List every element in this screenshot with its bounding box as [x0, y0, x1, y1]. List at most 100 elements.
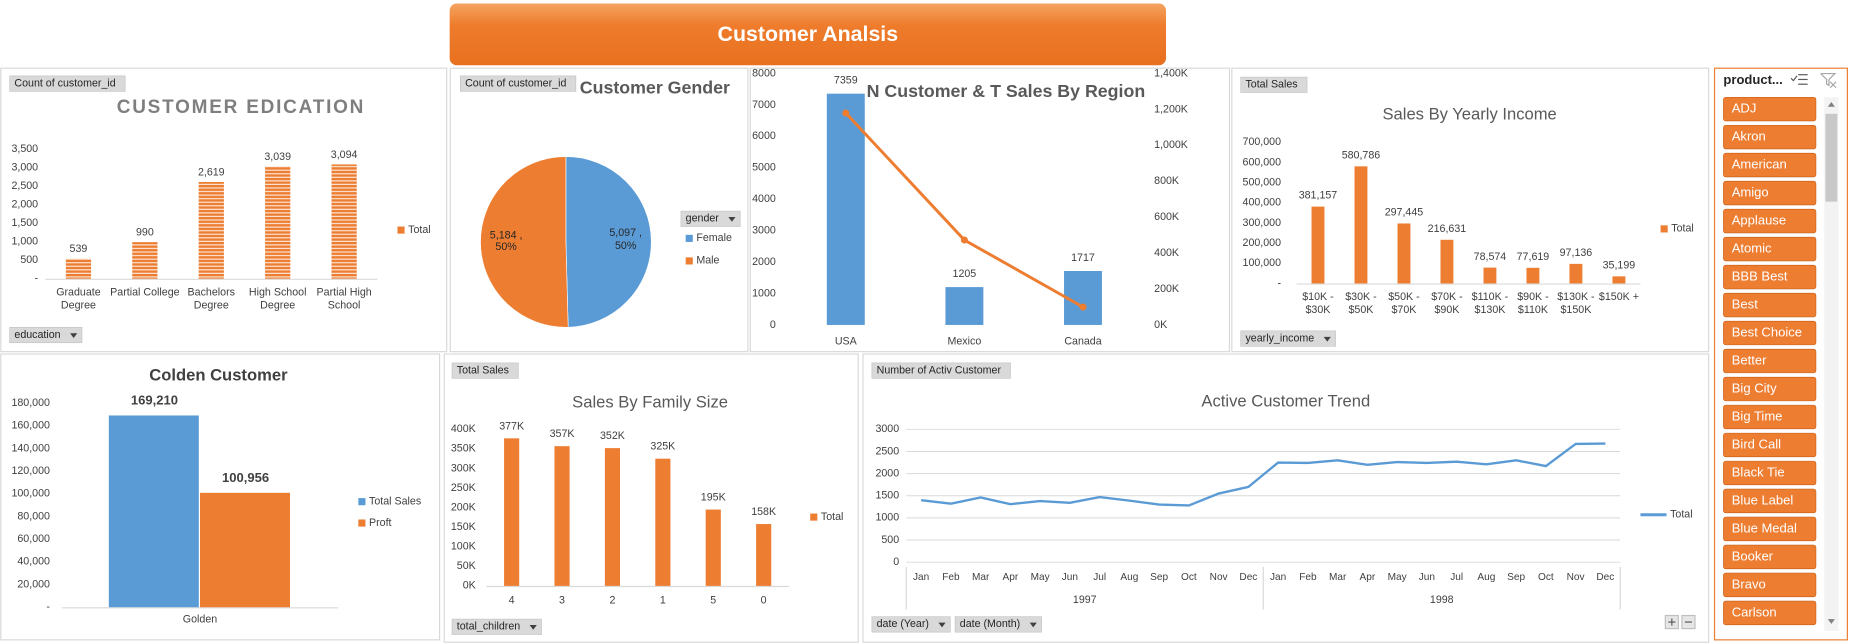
slicer-item[interactable] — [1723, 320, 1817, 346]
slicer-item-label[interactable]: Big City — [1732, 380, 1777, 395]
panel — [0, 67, 448, 353]
slicer-item[interactable] — [1723, 236, 1817, 262]
slicer-item-label[interactable]: American — [1732, 157, 1787, 172]
scroll-down[interactable] — [1827, 619, 1835, 624]
category-label: 0 — [760, 594, 767, 607]
slicer-item-label[interactable]: Better — [1732, 352, 1767, 367]
scroll-thumb[interactable] — [1825, 113, 1838, 202]
chart-title: N Customer & T Sales By Region — [867, 81, 1146, 101]
slicer-item-label[interactable]: Amigo — [1732, 185, 1769, 200]
x-tick-label: Apr — [1360, 572, 1376, 583]
data-label: 5,097 , 50% — [609, 226, 642, 252]
slicer-item-label[interactable]: Best — [1732, 296, 1758, 311]
slicer-item-label[interactable]: Blue Label — [1732, 492, 1794, 507]
filter-button[interactable]: date (Month) — [960, 618, 1020, 630]
category-label: $130K - $150K — [1557, 291, 1594, 316]
filter-button[interactable]: yearly_income — [1245, 332, 1314, 344]
clear-filter-icon[interactable] — [1820, 72, 1837, 89]
slicer-item[interactable] — [1723, 180, 1817, 206]
slicer-item-label[interactable]: Atomic — [1732, 240, 1772, 255]
filter-button-bg[interactable] — [9, 327, 83, 344]
field-button: Count of customer_id — [14, 77, 115, 89]
category-label: $150K + — [1599, 291, 1639, 303]
slicer-item[interactable] — [1723, 208, 1817, 234]
panel — [0, 353, 441, 641]
slicer-item-label[interactable]: BBB Best — [1732, 268, 1788, 283]
slicer-item-label[interactable]: Bird Call — [1732, 436, 1781, 451]
slicer-item[interactable] — [1723, 600, 1817, 626]
bar — [265, 166, 291, 279]
bar — [945, 287, 984, 325]
scroll-up[interactable] — [1827, 101, 1835, 107]
slicer-item-label[interactable]: Blue Medal — [1732, 520, 1797, 535]
slicer-item-label[interactable]: Big Time — [1732, 408, 1783, 423]
slicer-item[interactable] — [1723, 572, 1817, 598]
category-label: $10K - $30K — [1302, 290, 1334, 316]
slicer-item-label[interactable]: Applause — [1732, 213, 1786, 228]
slicer-item[interactable] — [1723, 348, 1817, 374]
category-label: $30K - $50K — [1345, 291, 1376, 316]
slicer-item[interactable] — [1723, 292, 1817, 318]
dropdown-arrow[interactable] — [1029, 622, 1037, 628]
filter-button-bg[interactable] — [1240, 330, 1336, 347]
slicer-item[interactable] — [1723, 432, 1817, 458]
expand-button[interactable] — [1664, 614, 1679, 630]
legend-filter-button-bg[interactable] — [680, 210, 741, 227]
dropdown-arrow[interactable] — [728, 217, 736, 222]
slicer-item[interactable] — [1723, 124, 1817, 150]
slicer-item[interactable] — [1723, 516, 1817, 542]
filter-button[interactable]: education — [14, 329, 60, 341]
collapse-button[interactable] — [1681, 614, 1696, 630]
line-marker — [842, 109, 850, 117]
legend-label: Female — [696, 232, 732, 244]
chart-title: Customer Gender — [580, 78, 730, 98]
category-label: 1 — [659, 594, 666, 607]
scrollbar[interactable] — [1824, 97, 1839, 631]
field-button: Total Sales — [1245, 79, 1297, 91]
field-button-bg — [1240, 76, 1308, 93]
multi-select-icon[interactable] — [1790, 74, 1808, 85]
filter-button-bg[interactable] — [871, 616, 951, 633]
slicer-item[interactable] — [1723, 404, 1817, 430]
slicer-item-label[interactable]: Booker — [1732, 548, 1774, 563]
y-tick-label: 100,000 — [1243, 257, 1282, 269]
x-tick-label: Canada — [1064, 335, 1101, 347]
category-label: $110K - $130K — [1471, 290, 1509, 316]
bar — [826, 93, 865, 325]
slicer-item[interactable] — [1723, 376, 1817, 402]
panel — [443, 353, 859, 643]
y-tick-label: 140,000 — [11, 442, 50, 454]
data-label: 158K — [751, 506, 776, 518]
filter-button[interactable]: date (Year) — [877, 618, 929, 630]
slicer-item-label[interactable]: Black Tie — [1732, 464, 1785, 479]
y-tick-label: 120,000 — [11, 465, 50, 477]
bar — [65, 258, 92, 279]
category-label: Golden — [183, 613, 217, 625]
slicer-item[interactable] — [1723, 152, 1817, 178]
category-label: $110K - $130K — [1471, 290, 1509, 316]
dropdown-arrow[interactable] — [1323, 336, 1331, 342]
slicer-item[interactable] — [1723, 264, 1817, 290]
filter-button-bg[interactable] — [954, 616, 1042, 633]
slicer-item-label[interactable]: ADJ — [1732, 101, 1757, 116]
dropdown-arrow[interactable] — [70, 333, 78, 339]
slicer-item-label[interactable]: Akron — [1732, 129, 1766, 144]
x-tick-label: Jun — [1419, 572, 1435, 583]
dropdown-arrow[interactable] — [529, 625, 537, 630]
slicer-item-label[interactable]: Best Choice — [1732, 324, 1802, 339]
panel — [449, 67, 749, 353]
data-label: 3,039 — [264, 151, 291, 163]
slicer-item[interactable] — [1723, 488, 1817, 514]
slicer-item[interactable] — [1723, 460, 1817, 486]
slicer-item[interactable] — [1723, 96, 1817, 122]
y-tick-label: 500 — [20, 254, 38, 266]
filter-button[interactable]: total_children — [457, 621, 520, 633]
legend-filter-button[interactable]: gender — [686, 213, 720, 225]
slicer-item-label[interactable]: Bravo — [1732, 576, 1766, 591]
y-tick-label: 0K — [463, 580, 476, 592]
y-tick-label: 1500 — [875, 490, 899, 502]
slicer-item[interactable] — [1723, 544, 1817, 570]
slicer-item-label[interactable]: Carlson — [1732, 604, 1777, 619]
dropdown-arrow[interactable] — [938, 622, 946, 628]
filter-button-bg[interactable] — [451, 618, 542, 635]
